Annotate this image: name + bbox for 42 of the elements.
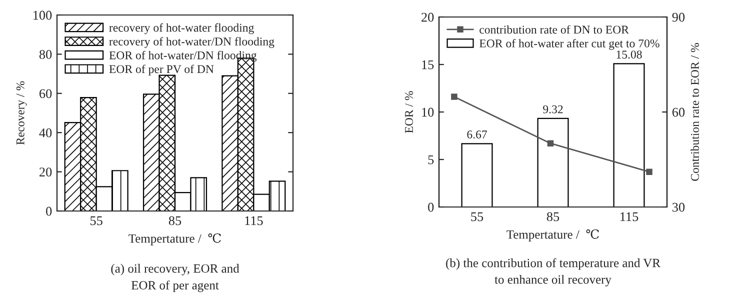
x-axis-title: Tempertature / ℃: [506, 229, 599, 242]
data-label: 6.67: [467, 130, 487, 139]
y2-axis-title: Contribution rate to EOR / %: [690, 43, 699, 181]
x-tick-label: 55: [471, 212, 484, 222]
legend-label: recovery of hot-water/DN flooding: [109, 37, 274, 48]
y-axis-title: EOR / %: [405, 91, 414, 133]
y-tick-label: 40: [39, 128, 52, 138]
text: (a) oil recovery, EOR and EOR of per agent: [111, 264, 240, 292]
x-tick-label: 85: [168, 216, 182, 226]
data-label: 15.08: [616, 50, 642, 59]
y-tick-label: 80: [39, 50, 52, 59]
y-tick-label: 0: [428, 202, 434, 212]
legend-label: EOR of hot-water/DN flooding: [109, 50, 257, 62]
y-tick-label: 20: [40, 168, 52, 177]
bar: [461, 143, 493, 207]
y2-tick-label: 30: [672, 202, 685, 212]
y-tick-label: 10: [422, 108, 434, 117]
y2-tick-label: 60: [672, 108, 685, 117]
point: [547, 140, 554, 146]
bar: [613, 63, 645, 207]
y-tick-label: 20: [422, 12, 434, 22]
y-tick-label: 5: [428, 155, 434, 164]
x-tick-label: 55: [90, 216, 102, 226]
y-tick-label: 60: [40, 89, 52, 98]
x-axis-title: Tempertature / ℃: [128, 233, 221, 246]
x-tick-label: 115: [620, 212, 638, 222]
legend-label: EOR of hot-water after cut get to 70%: [479, 38, 660, 50]
legend-label: EOR of per PV of DN: [109, 64, 214, 76]
bar: [537, 118, 569, 207]
text: (b) the contribution of temperature and VR to enhance oil recovery: [446, 258, 660, 286]
x-tick-label: 85: [546, 212, 560, 222]
y-tick-label: 0: [46, 206, 52, 216]
y-tick-label: 15: [422, 60, 434, 70]
point: [451, 94, 458, 100]
y2-tick-label: 90: [672, 12, 685, 22]
y-tick-label: 100: [34, 10, 52, 20]
legend-label: contribution rate of DN to EOR: [480, 25, 629, 34]
y-axis-title: Recovery / %: [16, 81, 27, 145]
point: [646, 168, 652, 175]
legend-label: recovery of hot-water flooding: [109, 23, 254, 34]
x-tick-label: 115: [245, 216, 263, 226]
data-label: 9.32: [543, 105, 563, 114]
